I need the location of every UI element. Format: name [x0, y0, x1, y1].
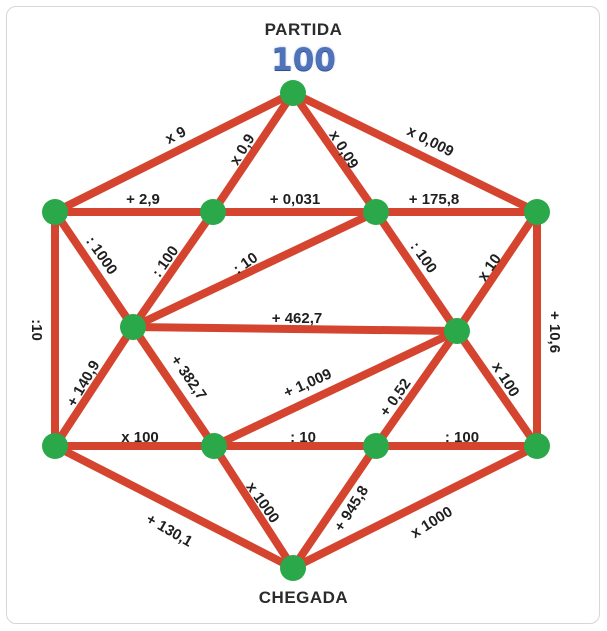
- nodes-layer: [42, 80, 550, 581]
- diagram-frame: [6, 6, 600, 624]
- edge-upper-inner-right-to-middle-right: [372, 208, 461, 335]
- node-upper-inner-right: [363, 199, 389, 225]
- edge-upper-far-right-to-middle-right: [453, 208, 541, 335]
- node-lower-far-right: [524, 433, 550, 459]
- edge-label-middle-left-to-middle-right: + 462,7: [272, 310, 322, 327]
- node-top: [280, 80, 306, 106]
- edge-label-upper-inner-left-to-upper-inner-right: + 0,031: [270, 191, 320, 208]
- node-middle-left: [120, 314, 146, 340]
- edge-lower-inner-right-to-bottom: [289, 442, 380, 572]
- edge-upper-inner-right-to-middle-left: [129, 208, 380, 331]
- edge-label-upper-far-left-to-lower-far-left: :10: [28, 319, 45, 341]
- edge-label-upper-inner-right-to-middle-left: : 10: [230, 249, 261, 278]
- node-lower-far-left: [42, 433, 68, 459]
- edge-top-to-upper-inner-left: [209, 89, 297, 216]
- edge-middle-left-to-lower-far-left: [51, 323, 137, 450]
- edge-label-lower-inner-left-to-lower-inner-right: : 10: [290, 429, 316, 446]
- edge-middle-right-to-lower-inner-left: [210, 327, 461, 450]
- edge-middle-left-to-middle-right: [129, 323, 461, 335]
- node-bottom: [280, 555, 306, 581]
- edge-middle-left-to-lower-inner-left: [129, 323, 218, 450]
- edge-upper-far-left-to-middle-left: [51, 208, 137, 331]
- node-lower-inner-right: [363, 433, 389, 459]
- edge-top-to-upper-far-right: [289, 89, 541, 216]
- end-label: CHEGADA: [258, 588, 349, 607]
- edge-label-lower-inner-right-to-lower-far-right: : 100: [445, 429, 479, 446]
- edge-top-to-upper-inner-right: [289, 89, 380, 216]
- start-label: PARTIDA: [264, 20, 343, 39]
- edge-lower-far-left-to-bottom: [51, 442, 297, 572]
- edge-label-upper-far-right-to-lower-far-right: + 10,6: [546, 311, 563, 353]
- node-lower-inner-left: [201, 433, 227, 459]
- edge-upper-inner-left-to-middle-left: [129, 208, 217, 331]
- edge-label-upper-inner-right-to-upper-far-right: + 175,8: [409, 191, 459, 208]
- edge-middle-right-to-lower-far-right: [453, 327, 541, 450]
- edge-label-middle-left-to-lower-inner-left: + 382,7: [167, 352, 210, 403]
- edge-label-upper-far-left-to-upper-inner-left: + 2,9: [126, 191, 160, 208]
- edge-top-to-upper-far-left: [51, 89, 297, 216]
- edge-lower-far-right-to-bottom: [289, 442, 541, 572]
- edge-label-lower-far-left-to-lower-inner-left: x 100: [121, 429, 159, 446]
- node-upper-far-right: [524, 199, 550, 225]
- node-middle-right: [444, 318, 470, 344]
- edges-layer: [51, 89, 541, 572]
- node-upper-inner-left: [200, 199, 226, 225]
- edge-middle-right-to-lower-inner-right: [372, 327, 461, 450]
- node-upper-far-left: [42, 199, 68, 225]
- edge-lower-inner-left-to-bottom: [210, 442, 297, 572]
- start-value: 100: [271, 42, 336, 78]
